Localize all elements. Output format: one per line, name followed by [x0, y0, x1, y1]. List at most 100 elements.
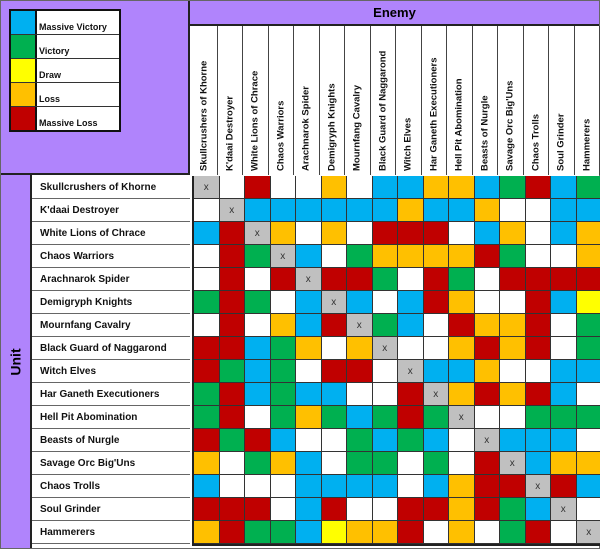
matchup-cell[interactable]: [194, 222, 220, 245]
matchup-cell[interactable]: [296, 429, 322, 452]
matchup-cell[interactable]: [500, 475, 526, 498]
matchup-cell[interactable]: [245, 176, 271, 199]
matchup-cell[interactable]: [270, 429, 296, 452]
column-header[interactable]: Demigryph Knights: [319, 26, 345, 175]
matchup-cell[interactable]: [270, 314, 296, 337]
matchup-cell[interactable]: [576, 337, 600, 360]
matchup-cell[interactable]: [347, 245, 373, 268]
matchup-cell[interactable]: [398, 475, 424, 498]
row-header[interactable]: Chaos Warriors: [32, 245, 190, 268]
matchup-cell[interactable]: [194, 199, 220, 222]
matchup-cell[interactable]: [500, 521, 526, 544]
matchup-cell[interactable]: [525, 429, 551, 452]
matchup-cell[interactable]: [576, 360, 600, 383]
matchup-cell[interactable]: [347, 406, 373, 429]
row-header[interactable]: Soul Grinder: [32, 498, 190, 521]
matchup-cell[interactable]: [245, 521, 271, 544]
row-header[interactable]: Black Guard of Naggarond: [32, 337, 190, 360]
matchup-cell[interactable]: [194, 268, 220, 291]
matchup-cell[interactable]: [500, 337, 526, 360]
matchup-cell[interactable]: [194, 337, 220, 360]
matchup-cell[interactable]: [347, 199, 373, 222]
matchup-cell[interactable]: [423, 199, 449, 222]
matchup-cell[interactable]: [551, 268, 577, 291]
matchup-cell[interactable]: [372, 245, 398, 268]
column-header[interactable]: Hammerers: [574, 26, 600, 175]
matchup-cell[interactable]: [474, 383, 500, 406]
matchup-cell[interactable]: [245, 291, 271, 314]
matchup-cell[interactable]: [449, 360, 475, 383]
matchup-cell[interactable]: [551, 429, 577, 452]
self-matchup-cell[interactable]: x: [551, 498, 577, 521]
matchup-cell[interactable]: [525, 176, 551, 199]
matchup-cell[interactable]: [296, 498, 322, 521]
matchup-cell[interactable]: [525, 314, 551, 337]
row-header[interactable]: Skullcrushers of Khorne: [32, 176, 190, 199]
matchup-cell[interactable]: [296, 475, 322, 498]
matchup-cell[interactable]: [219, 314, 245, 337]
matchup-cell[interactable]: [576, 176, 600, 199]
matchup-cell[interactable]: [347, 498, 373, 521]
matchup-cell[interactable]: [219, 176, 245, 199]
matchup-cell[interactable]: [321, 406, 347, 429]
matchup-cell[interactable]: [219, 429, 245, 452]
matchup-cell[interactable]: [321, 498, 347, 521]
matchup-cell[interactable]: [423, 406, 449, 429]
matchup-cell[interactable]: [321, 199, 347, 222]
matchup-cell[interactable]: [245, 337, 271, 360]
matchup-cell[interactable]: [525, 452, 551, 475]
matchup-cell[interactable]: [398, 245, 424, 268]
matchup-cell[interactable]: [245, 314, 271, 337]
matchup-cell[interactable]: [551, 360, 577, 383]
matchup-cell[interactable]: [398, 291, 424, 314]
matchup-cell[interactable]: [245, 475, 271, 498]
self-matchup-cell[interactable]: x: [296, 268, 322, 291]
matchup-cell[interactable]: [474, 268, 500, 291]
matchup-cell[interactable]: [296, 383, 322, 406]
matchup-cell[interactable]: [321, 360, 347, 383]
matchup-cell[interactable]: [474, 452, 500, 475]
matchup-cell[interactable]: [347, 268, 373, 291]
matchup-cell[interactable]: [219, 498, 245, 521]
matchup-cell[interactable]: [423, 521, 449, 544]
matchup-cell[interactable]: [398, 199, 424, 222]
column-header[interactable]: K'daai Destroyer: [217, 26, 243, 175]
matchup-cell[interactable]: [500, 314, 526, 337]
matchup-cell[interactable]: [270, 222, 296, 245]
matchup-cell[interactable]: [398, 268, 424, 291]
matchup-cell[interactable]: [219, 475, 245, 498]
matchup-cell[interactable]: [474, 498, 500, 521]
matchup-cell[interactable]: [321, 475, 347, 498]
matchup-cell[interactable]: [500, 291, 526, 314]
matchup-cell[interactable]: [423, 268, 449, 291]
matchup-cell[interactable]: [474, 406, 500, 429]
self-matchup-cell[interactable]: x: [500, 452, 526, 475]
matchup-cell[interactable]: [423, 291, 449, 314]
matchup-cell[interactable]: [449, 452, 475, 475]
matchup-cell[interactable]: [321, 176, 347, 199]
row-header[interactable]: K'daai Destroyer: [32, 199, 190, 222]
matchup-cell[interactable]: [219, 337, 245, 360]
self-matchup-cell[interactable]: x: [474, 429, 500, 452]
self-matchup-cell[interactable]: x: [347, 314, 373, 337]
matchup-cell[interactable]: [449, 337, 475, 360]
matchup-cell[interactable]: [525, 406, 551, 429]
matchup-cell[interactable]: [551, 199, 577, 222]
matchup-cell[interactable]: [576, 268, 600, 291]
matchup-cell[interactable]: [449, 383, 475, 406]
matchup-cell[interactable]: [372, 452, 398, 475]
self-matchup-cell[interactable]: x: [449, 406, 475, 429]
matchup-cell[interactable]: [219, 383, 245, 406]
matchup-cell[interactable]: [270, 268, 296, 291]
column-header[interactable]: Beasts of Nurgle: [472, 26, 498, 175]
matchup-cell[interactable]: [347, 383, 373, 406]
matchup-cell[interactable]: [245, 268, 271, 291]
matchup-cell[interactable]: [500, 176, 526, 199]
column-header[interactable]: Chaos Trolls: [523, 26, 549, 175]
matchup-cell[interactable]: [296, 360, 322, 383]
matchup-cell[interactable]: [398, 429, 424, 452]
matchup-cell[interactable]: [398, 452, 424, 475]
matchup-cell[interactable]: [576, 452, 600, 475]
matchup-cell[interactable]: [270, 337, 296, 360]
row-header[interactable]: Arachnarok Spider: [32, 268, 190, 291]
